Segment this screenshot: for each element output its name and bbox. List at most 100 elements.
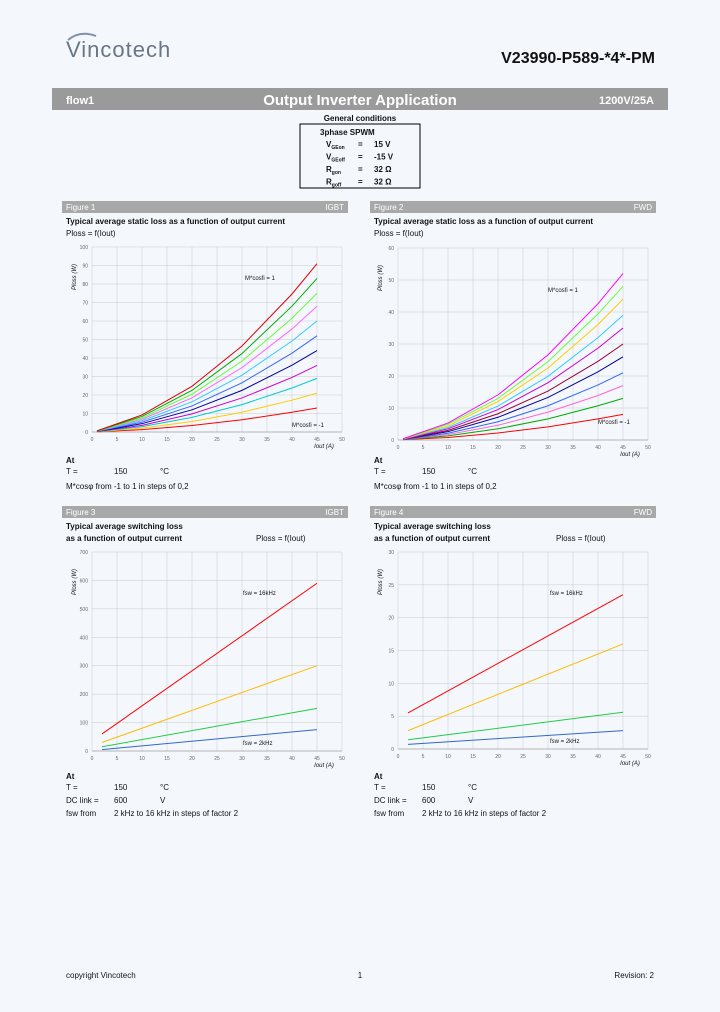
series-line: [101, 582, 318, 735]
annotation: fsw = 16kHz: [550, 591, 583, 597]
y-tick-label: 300: [80, 664, 89, 670]
x-tick-label: 30: [545, 754, 551, 760]
y-axis-label: Ploss (W): [378, 265, 384, 291]
part-number: V23990-P589-*4*-PM: [501, 50, 655, 67]
y-tick-label: 15: [388, 649, 394, 655]
series-line: [96, 377, 318, 433]
x-tick-label: 35: [264, 437, 270, 443]
y-tick-label: 30: [388, 342, 394, 348]
series-line: [96, 263, 318, 432]
x-tick-label: 0: [397, 754, 400, 760]
y-tick-label: 20: [82, 393, 88, 399]
y-axis-label: Ploss (W): [72, 569, 78, 595]
x-tick-label: 15: [470, 445, 476, 451]
condition-value: 15 V: [374, 140, 391, 149]
condition-symbol: R: [326, 165, 332, 174]
chart-title: Typical average switching loss: [66, 522, 183, 531]
x-tick-label: 25: [214, 437, 220, 443]
condition-eq: =: [358, 178, 363, 187]
x-tick-label: 35: [570, 754, 576, 760]
banner-left: flow1: [66, 95, 94, 107]
condition-symbol: V: [326, 140, 332, 149]
y-tick-label: 50: [388, 278, 394, 284]
footer-center: 1: [358, 971, 363, 980]
chart-title: as a function of output current: [66, 534, 182, 543]
x-tick-label: 40: [595, 754, 601, 760]
x-tick-label: 20: [189, 756, 195, 762]
x-tick-label: 30: [239, 756, 245, 762]
y-tick-label: 100: [80, 245, 89, 251]
condition-sub: goff: [332, 183, 342, 189]
y-tick-label: 20: [388, 616, 394, 622]
y-tick-label: 10: [388, 406, 394, 412]
note-value: 2 kHz to 16 kHz in steps of factor 2: [114, 809, 239, 818]
conditions-title: General conditions: [324, 114, 397, 123]
x-tick-label: 15: [164, 756, 170, 762]
x-tick-label: 5: [116, 437, 119, 443]
series-line: [402, 298, 624, 440]
y-tick-label: 30: [82, 375, 88, 381]
note-unit: °C: [468, 783, 477, 792]
x-tick-label: 45: [620, 754, 626, 760]
series-line: [96, 320, 318, 432]
series-line: [402, 413, 624, 441]
series-line: [402, 372, 624, 441]
x-tick-label: 10: [445, 754, 451, 760]
x-tick-label: 15: [470, 754, 476, 760]
y-tick-label: 10: [82, 412, 88, 418]
y-tick-label: 200: [80, 692, 89, 698]
figure-header: [370, 506, 656, 518]
note-unit: °C: [160, 783, 169, 792]
condition-sub: GEoff: [331, 158, 345, 164]
condition-symbol: R: [326, 178, 332, 187]
annotation: M*cosfi = -1: [292, 423, 325, 429]
y-tick-label: 70: [82, 301, 88, 307]
series-line: [96, 278, 318, 432]
note-label: DC link =: [66, 796, 99, 805]
note-label: fsw from: [66, 809, 97, 818]
series-line: [407, 711, 624, 741]
x-tick-label: 30: [239, 437, 245, 443]
series-line: [96, 305, 318, 432]
y-tick-label: 20: [388, 374, 394, 380]
x-tick-label: 40: [289, 756, 295, 762]
note-value: 150: [114, 783, 128, 792]
y-tick-label: 90: [82, 264, 88, 270]
annotation: fsw = 16kHz: [243, 591, 276, 597]
series-line: [402, 286, 624, 440]
annotation: M*cosfi = -1: [598, 420, 631, 426]
y-tick-label: 40: [388, 310, 394, 316]
x-tick-label: 15: [164, 437, 170, 443]
x-tick-label: 35: [570, 445, 576, 451]
condition-value: 32 Ω: [374, 165, 392, 174]
y-tick-label: 600: [80, 578, 89, 584]
x-axis-label: Iout (A): [314, 444, 334, 450]
series-line: [96, 392, 318, 433]
note-label: DC link =: [374, 796, 407, 805]
x-tick-label: 0: [397, 445, 400, 451]
y-tick-label: 0: [85, 749, 88, 755]
y-tick-label: 0: [85, 430, 88, 436]
y-tick-label: 40: [82, 356, 88, 362]
logo-swoosh: [67, 32, 97, 41]
series-line: [101, 665, 318, 743]
footer-left: copyright Vincotech: [66, 971, 136, 980]
x-tick-label: 10: [139, 437, 145, 443]
x-tick-label: 5: [422, 754, 425, 760]
x-axis-label: Iout (A): [314, 763, 334, 769]
formula: Ploss = f(Iout): [66, 229, 116, 238]
series-line: [101, 707, 318, 748]
series-line: [402, 343, 624, 440]
banner-right: 1200V/25A: [599, 95, 654, 107]
series-line: [96, 292, 318, 432]
x-axis-label: Iout (A): [620, 761, 640, 767]
series-line: [402, 273, 624, 440]
notes-at: At: [66, 456, 75, 465]
x-tick-label: 20: [495, 754, 501, 760]
x-tick-label: 10: [445, 445, 451, 451]
condition-value: 32 Ω: [374, 178, 392, 187]
y-axis-label: Ploss (W): [72, 264, 78, 290]
series-line: [96, 364, 318, 432]
note-unit: °C: [160, 467, 169, 476]
